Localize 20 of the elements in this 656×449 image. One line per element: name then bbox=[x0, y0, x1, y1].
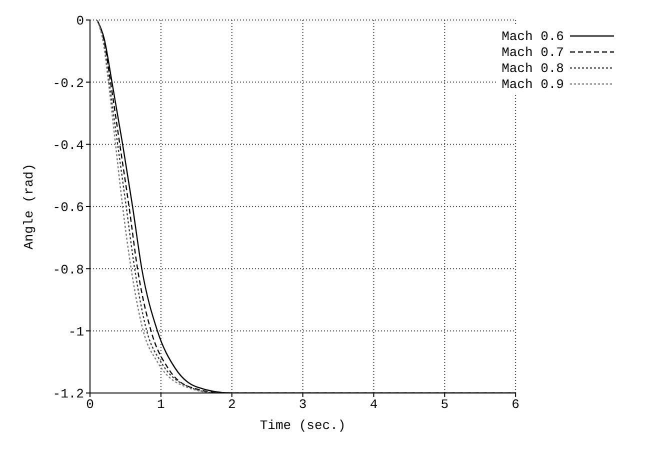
y-tick-label: 0 bbox=[76, 14, 84, 29]
x-tick-label: 4 bbox=[370, 397, 378, 412]
y-tick-label: -0.2 bbox=[52, 76, 84, 91]
x-tick-label: 1 bbox=[157, 397, 166, 412]
x-tick-label: 0 bbox=[86, 397, 94, 412]
x-tick-label: 6 bbox=[512, 397, 520, 412]
y-tick-label: -0.8 bbox=[52, 262, 84, 278]
legend-label: Mach 0.6 bbox=[502, 28, 564, 44]
y-axis-title: Angle (rad) bbox=[22, 164, 37, 250]
x-axis-title: Time (sec.) bbox=[260, 418, 346, 433]
x-tick-label: 3 bbox=[298, 397, 307, 412]
y-tick-label: -0.6 bbox=[52, 200, 84, 216]
legend-label: Mach 0.9 bbox=[502, 76, 564, 92]
x-tick-label: 5 bbox=[440, 397, 449, 412]
y-tick-label: -0.4 bbox=[52, 138, 84, 153]
y-tick-label: -1.2 bbox=[52, 386, 84, 402]
legend-label: Mach 0.8 bbox=[502, 60, 564, 76]
x-tick-label: 2 bbox=[228, 397, 236, 412]
y-tick-label: -1 bbox=[68, 324, 84, 340]
legend-label: Mach 0.7 bbox=[502, 44, 564, 60]
